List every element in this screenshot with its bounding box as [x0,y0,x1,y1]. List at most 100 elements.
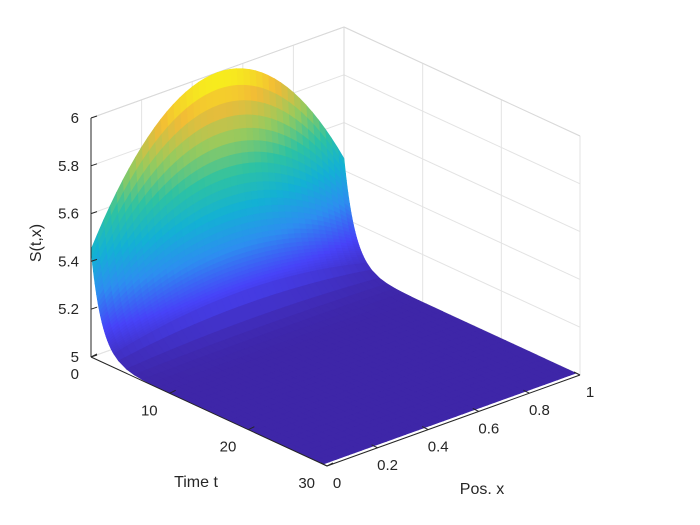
surface-patch [312,233,321,239]
surface-patch [229,68,238,87]
surface-patch [266,162,275,174]
surface-patch [213,119,221,137]
surface-patch [239,127,248,142]
surface-patch [249,85,258,102]
gridline [343,122,581,233]
surface-patch [257,197,266,207]
surface-patch [300,237,309,243]
axes-layer [90,115,581,467]
surface-patch [265,211,274,220]
t-tick-label: 0 [71,366,79,383]
surface-patch [229,164,237,178]
gridline [343,217,581,328]
surface-patch [245,127,254,141]
surface-patch [220,130,229,147]
surface-patch [292,228,301,235]
t-axis-label: Time t [174,474,218,491]
x-tick-label: 0.2 [377,457,398,474]
z-axis-label: S(t,x) [28,224,45,262]
surface-patch [264,129,273,143]
surface-patch [328,247,337,252]
surface-patch [232,128,241,143]
surface-patch [262,181,270,191]
surface-patch [272,153,281,166]
surface-patch [289,198,297,207]
surface-patch [296,205,304,214]
t-tick-label: 10 [141,402,158,419]
surface-patch [299,228,308,234]
gridline [343,74,581,185]
surface-patch [236,68,244,86]
surface-patch [225,101,233,119]
surface-patch [223,68,232,88]
surface-patch [259,140,267,153]
surface-patch [252,140,261,153]
surface-patch [307,237,316,243]
surface-patch [284,211,293,219]
surface-patch [247,151,255,164]
surface-patch [279,223,288,230]
surface-patch [236,183,245,195]
surface-patch [334,247,343,252]
surface-patch [266,218,274,226]
surface-patch [263,116,272,132]
surface-patch [248,172,257,184]
x-tick [421,426,429,431]
surface-patch [279,164,288,176]
surface-patch [244,114,253,129]
surface-patch [247,162,256,174]
surface-patch [231,100,240,117]
surface-patch [281,182,289,192]
x-tick [523,389,530,394]
surface-patch [268,181,277,191]
surface-patch [282,197,291,206]
surface-patch [259,151,268,164]
surface-patch [272,217,281,226]
box-edge [343,26,581,137]
surface-patch [217,70,225,90]
surface-patch [237,100,246,116]
surface-patch [255,86,264,104]
surface-patch [283,204,292,213]
surface-patch [300,233,308,239]
surface-patch [286,228,295,235]
surface-patch [273,163,282,175]
surface-patch [249,181,258,192]
surface-patch [212,104,221,123]
z-tick [90,115,98,119]
surface-patch [297,217,306,225]
surface-patch [326,241,335,246]
surface-patch [319,237,328,243]
surface-patch [251,198,259,208]
surface-patch [285,217,293,225]
surface-patch [271,211,280,219]
surface-patch [257,115,266,130]
x-tick-label: 1 [586,384,594,401]
surface-patch [265,141,274,154]
surface-patch [313,237,322,242]
surface-patch [287,233,296,240]
z-tick-label: 5 [71,349,79,366]
surface-patch [266,152,274,164]
surface-patch [285,223,294,230]
surface-patch [262,87,270,106]
surface-patch [236,84,245,102]
surface-patch [218,102,227,121]
t-tick [326,462,334,467]
surface-patch [289,205,298,213]
surface-patch [304,218,312,225]
surface-patch [221,143,229,159]
t-tick [90,353,98,358]
surface-patch [263,102,271,119]
surface-patch [264,205,273,214]
surface-patch [243,84,252,102]
surface-patch [256,101,265,118]
surface-patch [298,223,307,230]
surface-patch [262,189,271,199]
surface-patch [240,140,248,154]
surface-patch [248,68,257,88]
surface-patch [271,142,280,156]
surface-patch [236,173,244,186]
surface-patch [234,152,243,166]
surface-patch [270,197,278,206]
